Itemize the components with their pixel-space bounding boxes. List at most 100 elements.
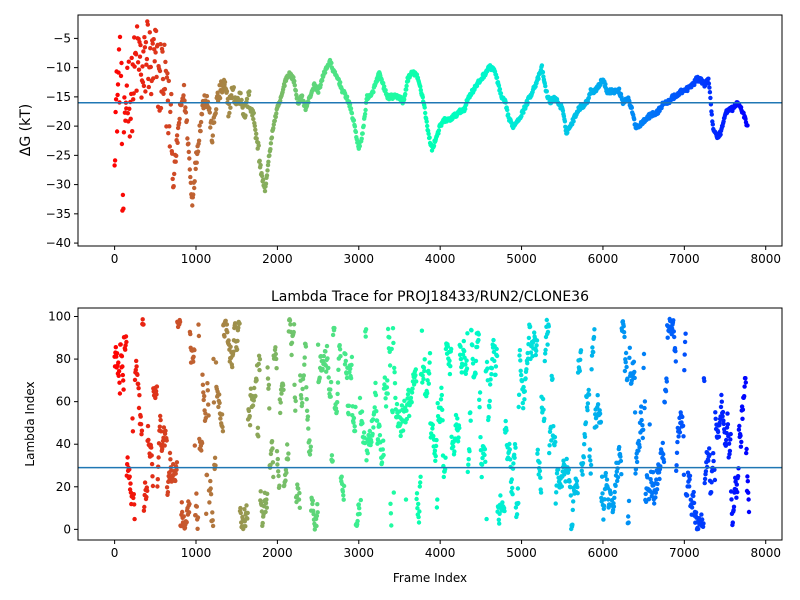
lambda-point: [493, 364, 499, 369]
lambda-point: [707, 452, 712, 458]
dg-point: [210, 133, 215, 138]
dg-point: [404, 83, 409, 89]
dg-point: [151, 76, 156, 81]
lambda-point: [377, 433, 383, 438]
lambda-point: [124, 339, 129, 345]
lambda-point: [195, 515, 201, 520]
lambda-x-ticks: 0 1000 2000 3000 4000 5000 6000 7000 8000: [111, 540, 781, 560]
lambda-point: [674, 450, 680, 455]
lambda-point: [374, 409, 379, 414]
lambda-point: [383, 396, 388, 401]
dg-point: [629, 105, 634, 110]
lambda-point: [719, 392, 724, 398]
lambda-point: [293, 398, 298, 404]
lambda-point: [430, 422, 435, 428]
lambda-point: [361, 430, 367, 435]
lambda-x-tick-label: 1000: [181, 546, 212, 560]
lambda-point: [746, 509, 752, 515]
lambda-point: [513, 505, 519, 510]
lambda-point: [162, 443, 167, 448]
lambda-point: [348, 366, 353, 371]
lambda-point: [489, 366, 495, 371]
lambda-point: [526, 335, 532, 341]
lambda-point: [562, 472, 567, 477]
lambda-point: [538, 475, 543, 480]
lambda-point: [253, 393, 258, 399]
lambda-x-tick-label: 4000: [425, 546, 456, 560]
dg-point: [560, 108, 566, 113]
lambda-point: [619, 472, 624, 477]
lambda-point: [340, 489, 346, 494]
dg-point: [349, 111, 355, 116]
dg-point: [162, 42, 167, 47]
lambda-point: [453, 412, 459, 418]
lambda-point: [131, 495, 136, 501]
lambda-point: [475, 344, 480, 350]
lambda-point: [141, 322, 146, 327]
lambda-point: [114, 354, 119, 359]
lambda-point: [349, 362, 354, 368]
lambda-point: [452, 449, 457, 454]
lambda-point: [342, 362, 348, 367]
dg-point: [131, 97, 136, 102]
lambda-point: [456, 435, 461, 440]
lambda-point: [478, 435, 483, 440]
dg-point: [282, 83, 287, 89]
lambda-point: [671, 318, 676, 323]
lambda-point: [521, 384, 526, 390]
dg-y-tick-label: −25: [46, 148, 71, 162]
lambda-point: [519, 372, 524, 378]
lambda-point: [567, 479, 572, 484]
lambda-point: [674, 468, 679, 473]
dg-point: [166, 78, 171, 84]
lambda-point: [135, 372, 140, 377]
lambda-point: [612, 489, 617, 495]
lambda-point: [314, 513, 320, 519]
dg-point: [431, 143, 437, 148]
lambda-point: [136, 386, 141, 391]
lambda-point: [270, 446, 275, 451]
dg-point: [210, 140, 215, 145]
dg-point: [505, 107, 510, 113]
lambda-point: [363, 334, 368, 339]
lambda-point: [510, 492, 515, 497]
dg-point: [167, 124, 172, 129]
dg-point: [148, 46, 153, 51]
lambda-point: [320, 366, 325, 372]
lambda-point: [348, 376, 354, 381]
lambda-point: [274, 366, 279, 371]
lambda-point: [461, 338, 466, 344]
dg-point: [181, 82, 187, 88]
lambda-point: [488, 377, 493, 382]
lambda-point: [466, 457, 471, 462]
lambda-point: [455, 416, 460, 421]
lambda-point: [260, 520, 265, 526]
lambda-x-axis-label: Frame Index: [393, 571, 467, 585]
lambda-point: [204, 511, 209, 516]
lambda-point: [606, 497, 611, 502]
lambda-point: [473, 371, 478, 376]
lambda-point: [574, 478, 580, 484]
dg-point: [160, 76, 166, 82]
dg-point: [149, 91, 154, 97]
dg-y-ticks: −40 −35 −30 −25 −20 −15 −10 −5: [46, 31, 78, 250]
lambda-point: [587, 454, 592, 459]
lambda-point: [359, 409, 365, 414]
lambda-point: [639, 417, 644, 423]
lambda-point: [725, 411, 730, 416]
lambda-point: [207, 500, 212, 505]
dg-point: [144, 62, 149, 67]
lambda-point: [300, 400, 305, 406]
lambda-point: [464, 366, 470, 371]
lambda-point: [702, 480, 707, 486]
dg-point: [140, 64, 145, 69]
dg-point: [121, 130, 127, 135]
dg-point: [424, 119, 429, 124]
lambda-point: [405, 392, 411, 397]
lambda-point: [265, 491, 270, 496]
lambda-point: [314, 523, 319, 529]
lambda-point: [603, 470, 608, 476]
lambda-point: [154, 392, 159, 397]
lambda-point: [677, 430, 683, 435]
